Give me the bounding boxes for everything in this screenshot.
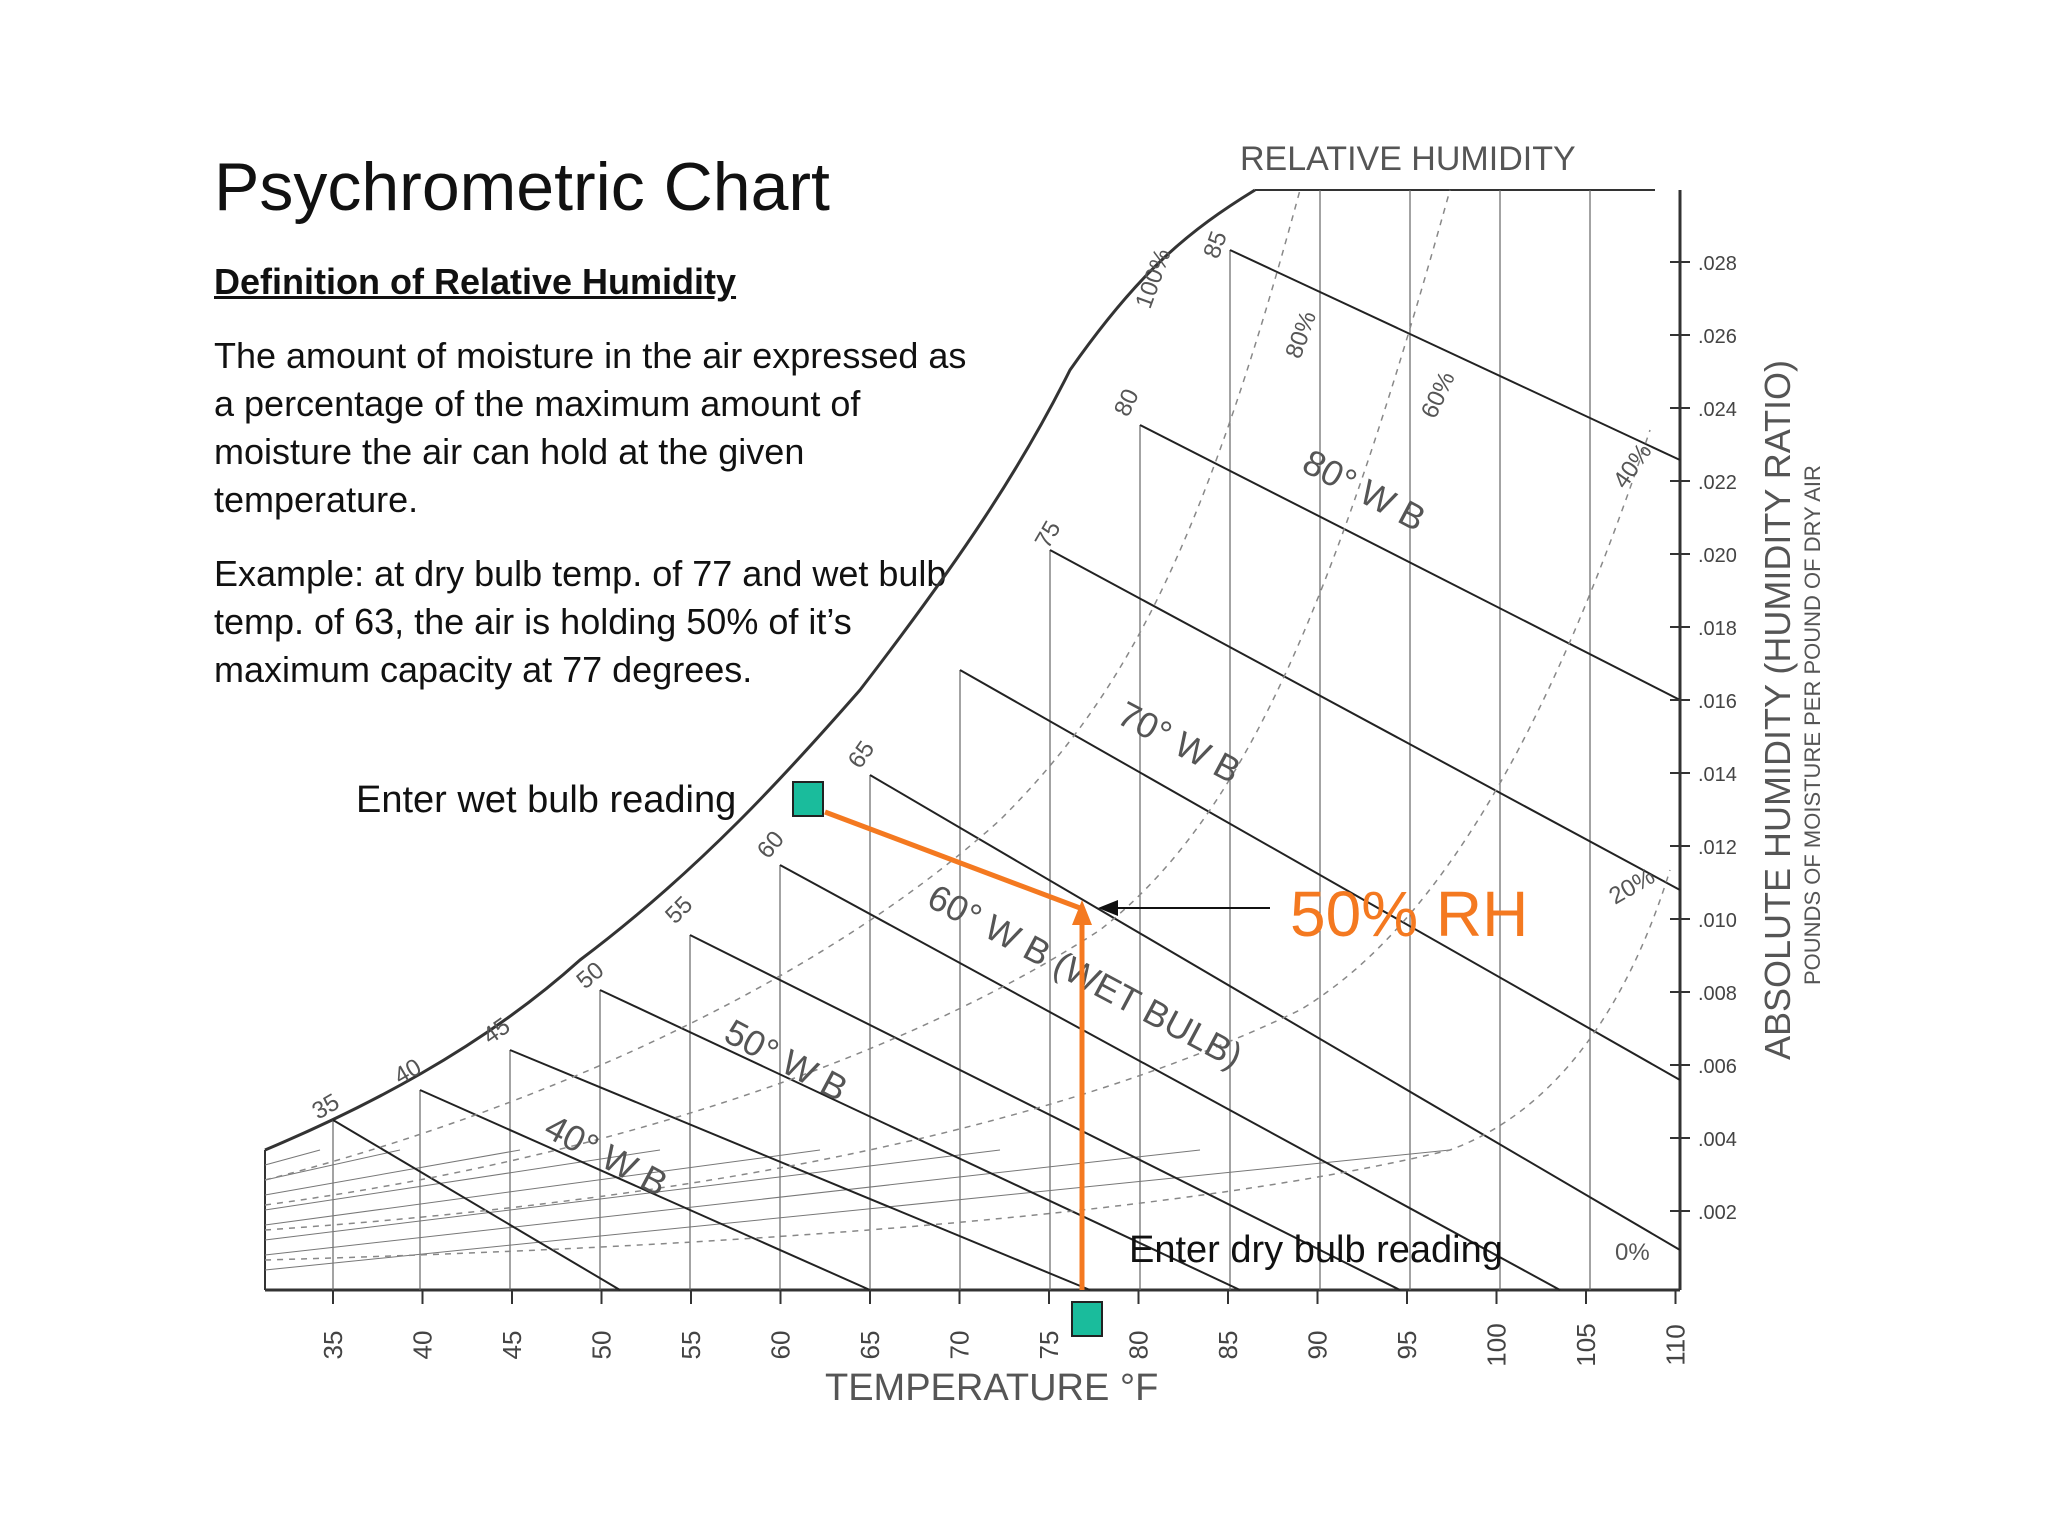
x-tick-label: 50 — [587, 1331, 617, 1360]
wb-label-70: 70° W B — [1111, 693, 1247, 791]
rh-label-60: 60% — [1416, 368, 1461, 423]
y-tick-label: .006 — [1698, 1056, 1737, 1078]
y-tick-label: .028 — [1698, 253, 1737, 275]
chart-grid — [264, 188, 1682, 1292]
x-tick-label: 90 — [1303, 1331, 1333, 1360]
example-text: Example: at dry bulb temp. of 77 and wet… — [214, 553, 947, 690]
sat-label-60: 60 — [752, 826, 790, 864]
sat-label-40: 40 — [390, 1053, 427, 1090]
y-tick-label: .016 — [1698, 691, 1737, 713]
x-ticks: 35 40 45 50 55 60 65 70 75 80 85 90 95 100 105 110 — [318, 1290, 1691, 1367]
definition-heading: Definition of Relative Humidity — [214, 261, 737, 302]
x-tick-label: 95 — [1392, 1331, 1422, 1360]
slide-title: Psychrometric Chart — [214, 149, 830, 225]
wb-label-40: 40° W B — [538, 1106, 674, 1204]
x-tick-label: 45 — [497, 1331, 527, 1360]
wb-label-50: 50° W B — [718, 1011, 854, 1109]
x-axis-label: TEMPERATURE °F — [825, 1367, 1158, 1409]
dry-bulb-marker — [1071, 1301, 1103, 1337]
result-annotation: 50% RH — [1290, 878, 1528, 950]
wet-bulb-lines — [332, 249, 1681, 1291]
y-tick-label: .010 — [1698, 910, 1737, 932]
sat-label-100pct: 100% — [1130, 245, 1176, 312]
y-axis-label-main: ABSOLUTE HUMIDITY (HUMIDITY RATIO) — [1757, 360, 1798, 1060]
result-pointer-arrowhead — [1098, 900, 1118, 916]
wb-label-80: 80° W B — [1296, 441, 1432, 539]
sat-label-80: 80 — [1109, 385, 1145, 421]
reading-guides — [824, 809, 1085, 1290]
y-tick-label: .020 — [1698, 545, 1737, 567]
y-axis-label-sub: POUNDS OF MOISTURE PER POUND OF DRY AIR — [1800, 465, 1825, 985]
sat-label-35: 35 — [308, 1088, 345, 1125]
y-ticks: .028 .026 .024 .022 .020 .018 .016 .014 .012 .010… — [1670, 253, 1737, 1224]
x-tick-label: 60 — [766, 1331, 796, 1360]
y-tick-label: .012 — [1698, 837, 1737, 859]
wet-bulb-annotation: Enter wet bulb reading — [356, 779, 736, 821]
wet-bulb-guide-line — [824, 809, 1081, 911]
x-tick-label: 85 — [1213, 1331, 1243, 1360]
wet-bulb-marker — [792, 781, 824, 817]
y-tick-label: .018 — [1698, 618, 1737, 640]
y-tick-label: .024 — [1698, 399, 1737, 421]
x-tick-label: 65 — [855, 1331, 885, 1360]
x-tick-label: 100 — [1482, 1323, 1512, 1366]
top-label: RELATIVE HUMIDITY — [1240, 140, 1576, 178]
y-tick-label: .002 — [1698, 1202, 1737, 1224]
y-tick-label: .026 — [1698, 326, 1737, 348]
x-tick-label: 80 — [1124, 1331, 1154, 1360]
y-tick-label: .008 — [1698, 983, 1737, 1005]
x-tick-label: 110 — [1661, 1324, 1691, 1365]
rh-curves — [264, 189, 1671, 1261]
dry-bulb-guide-arrowhead — [1072, 900, 1092, 925]
dry-bulb-annotation: Enter dry bulb reading — [1129, 1229, 1503, 1271]
x-tick-label: 40 — [408, 1331, 438, 1360]
x-tick-label: 55 — [676, 1331, 706, 1360]
y-tick-label: .022 — [1698, 472, 1737, 494]
sat-label-75: 75 — [1030, 516, 1067, 553]
definition-text: The amount of moisture in the air expres… — [214, 335, 967, 520]
sat-label-65: 65 — [843, 736, 880, 773]
x-tick-label: 70 — [945, 1331, 975, 1360]
y-tick-label: .014 — [1698, 764, 1737, 786]
sat-label-55: 55 — [660, 891, 698, 929]
x-tick-label: 35 — [318, 1331, 348, 1360]
rh-label-20: 20% — [1605, 863, 1660, 910]
humidity-ratio-lines — [264, 1149, 1451, 1271]
rh-label-80: 80% — [1280, 308, 1322, 362]
x-tick-label: 75 — [1034, 1331, 1064, 1360]
y-tick-label: .004 — [1698, 1129, 1737, 1151]
wb-label-60: 60° W B (WET BULB) — [921, 876, 1249, 1076]
rh-label-0: 0% — [1615, 1239, 1650, 1266]
saturation-curve — [264, 188, 1256, 1152]
x-tick-label: 105 — [1571, 1323, 1601, 1366]
wb-labels: 80° W B 70° W B 60° W B (WET BULB) 50° W… — [538, 441, 1432, 1204]
sat-label-85: 85 — [1198, 228, 1233, 262]
